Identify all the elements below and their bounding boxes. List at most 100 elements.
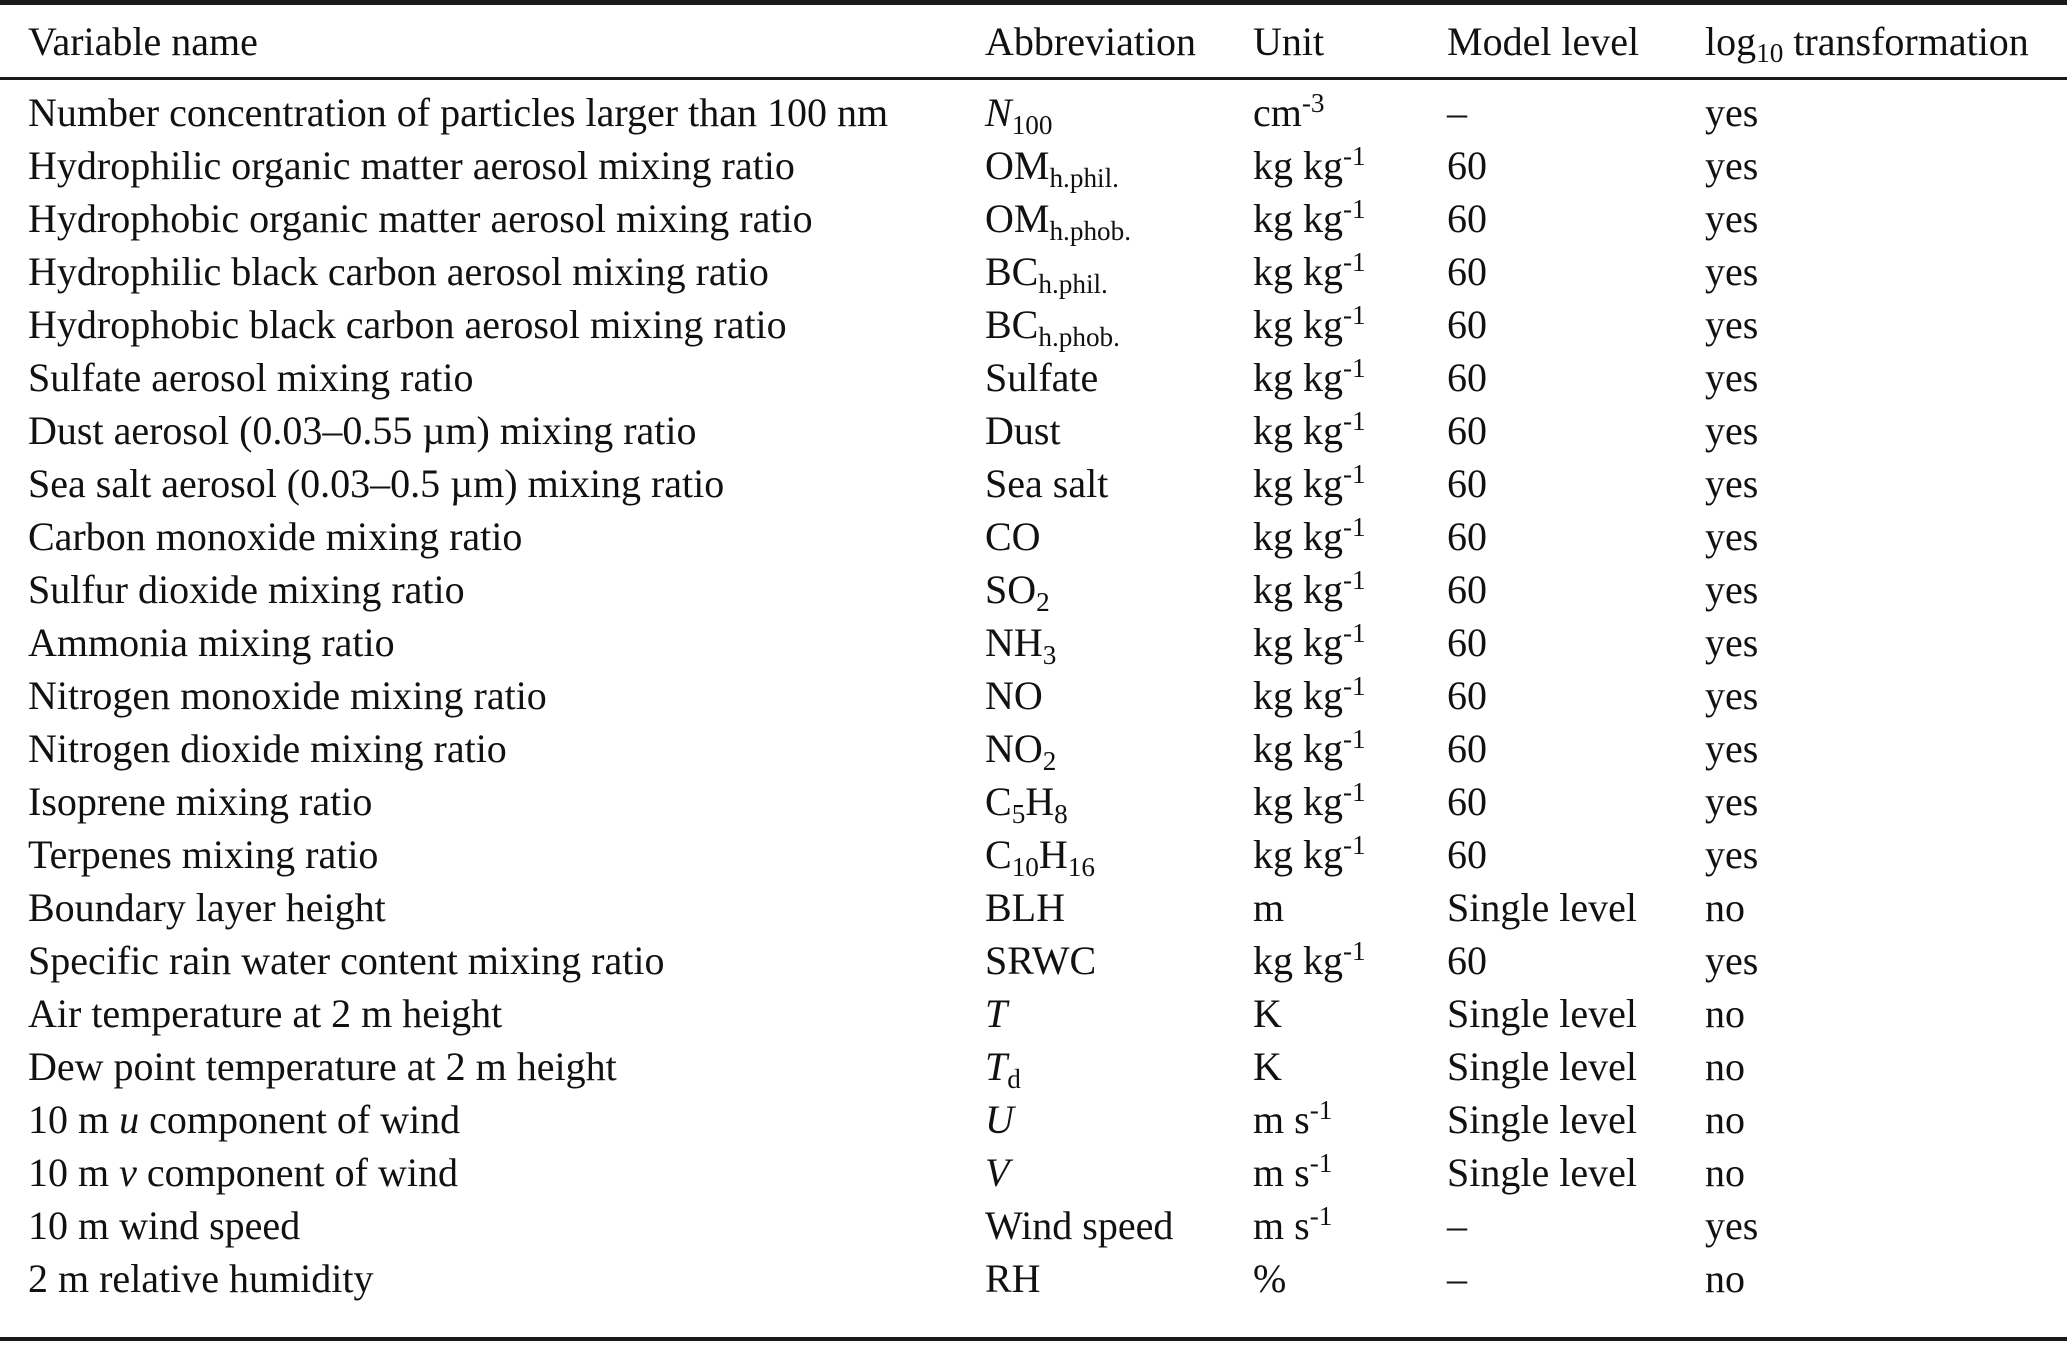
cell-abbreviation: BCh.phil. <box>985 249 1108 299</box>
column-header-log10: log10 transformation <box>1705 5 2067 80</box>
cell-log10: yes <box>1705 1203 1759 1248</box>
cell-log10: yes <box>1705 249 1759 294</box>
cell-unit: % <box>1253 1256 1287 1301</box>
cell-unit: kg kg-1 <box>1253 140 1366 188</box>
cell-log10: no <box>1705 885 1745 930</box>
cell-log10: yes <box>1705 567 1759 612</box>
cell-unit: m s-1 <box>1253 1094 1333 1142</box>
cell-abbreviation: Wind speed <box>985 1203 1174 1248</box>
cell-unit: m <box>1253 885 1285 930</box>
table-body: Number concentration of particles larger… <box>0 79 2067 1306</box>
cell-unit: K <box>1253 1044 1282 1089</box>
cell-abbreviation: BLH <box>985 885 1065 930</box>
cell-abbreviation: BCh.phob. <box>985 302 1120 352</box>
cell-abbreviation: SRWC <box>985 938 1097 983</box>
cell-unit: kg kg-1 <box>1253 723 1366 771</box>
cell-model_level: 60 <box>1447 832 1487 877</box>
cell-unit: kg kg-1 <box>1253 935 1366 983</box>
table-row: Sea salt aerosol (0.03–0.5 µm) mixing ra… <box>0 457 2067 510</box>
cell-variable: Number concentration of particles larger… <box>28 90 889 135</box>
cell-variable: Carbon monoxide mixing ratio <box>28 514 523 559</box>
cell-abbreviation: CO <box>985 514 1041 559</box>
cell-log10: yes <box>1705 302 1759 347</box>
table-row: Dew point temperature at 2 m height Td K Si… <box>0 1040 2067 1093</box>
cell-unit: kg kg-1 <box>1253 458 1366 506</box>
cell-log10: no <box>1705 1097 1745 1142</box>
cell-log10: yes <box>1705 620 1759 665</box>
cell-abbreviation: Sea salt <box>985 461 1109 506</box>
cell-unit: m s-1 <box>1253 1147 1333 1195</box>
table-row: Nitrogen monoxide mixing ratio NO kg kg-1 6… <box>0 669 2067 722</box>
variables-table: Variable name Abbreviation Unit Model level… <box>0 5 2067 1305</box>
cell-model_level: 60 <box>1447 249 1487 294</box>
table-row: 2 m relative humidity RH% – no <box>0 1252 2067 1305</box>
cell-variable: Ammonia mixing ratio <box>28 620 395 665</box>
cell-abbreviation: OMh.phob. <box>985 196 1132 246</box>
cell-variable: Air temperature at 2 m height <box>28 991 503 1036</box>
cell-log10: no <box>1705 1150 1745 1195</box>
cell-unit: kg kg-1 <box>1253 193 1366 241</box>
cell-model_level: 60 <box>1447 567 1487 612</box>
table-row: Isoprene mixing ratio C5H8 kg kg-1 60 yes <box>0 775 2067 828</box>
cell-log10: yes <box>1705 355 1759 400</box>
cell-unit: kg kg-1 <box>1253 776 1366 824</box>
cell-unit: kg kg-1 <box>1253 829 1366 877</box>
cell-abbreviation: Sulfate <box>985 355 1099 400</box>
cell-unit: kg kg-1 <box>1253 564 1366 612</box>
cell-unit: kg kg-1 <box>1253 299 1366 347</box>
cell-variable: Hydrophilic organic matter aerosol mixin… <box>28 143 795 188</box>
cell-abbreviation: U <box>985 1097 1014 1142</box>
cell-unit: kg kg-1 <box>1253 405 1366 453</box>
cell-variable: Isoprene mixing ratio <box>28 779 373 824</box>
cell-abbreviation: Td <box>985 1044 1021 1094</box>
table-row: Hydrophilic black carbon aerosol mixing … <box>0 245 2067 298</box>
cell-model_level: 60 <box>1447 302 1487 347</box>
cell-abbreviation: NO2 <box>985 726 1057 776</box>
cell-variable: Nitrogen dioxide mixing ratio <box>28 726 507 771</box>
cell-variable: Terpenes mixing ratio <box>28 832 379 877</box>
cell-model_level: Single level <box>1447 1150 1637 1195</box>
cell-abbreviation: NH3 <box>985 620 1057 670</box>
cell-log10: yes <box>1705 196 1759 241</box>
cell-model_level: 60 <box>1447 726 1487 771</box>
cell-model_level: – <box>1447 90 1467 135</box>
cell-model_level: 60 <box>1447 408 1487 453</box>
cell-log10: yes <box>1705 832 1759 877</box>
cell-variable: 2 m relative humidity <box>28 1256 374 1301</box>
cell-model_level: – <box>1447 1203 1467 1248</box>
cell-variable: 10 m wind speed <box>28 1203 301 1248</box>
header-row: Variable name Abbreviation Unit Model level… <box>0 5 2067 80</box>
cell-model_level: 60 <box>1447 779 1487 824</box>
cell-variable: Sulfur dioxide mixing ratio <box>28 567 465 612</box>
cell-log10: no <box>1705 1044 1745 1089</box>
cell-abbreviation: RH <box>985 1256 1041 1301</box>
cell-unit: kg kg-1 <box>1253 670 1366 718</box>
cell-variable: 10 m v component of wind <box>28 1150 458 1195</box>
cell-variable: Sea salt aerosol (0.03–0.5 µm) mixing ra… <box>28 461 725 506</box>
table-row: Terpenes mixing ratio C10H16 kg kg-1 60 yes <box>0 828 2067 881</box>
table-header: Variable name Abbreviation Unit Model level… <box>0 5 2067 80</box>
cell-variable: Hydrophobic black carbon aerosol mixing … <box>28 302 787 347</box>
table-row: Hydrophobic organic matter aerosol mixin… <box>0 192 2067 245</box>
cell-abbreviation: V <box>985 1150 1010 1195</box>
cell-log10: yes <box>1705 461 1759 506</box>
cell-log10: yes <box>1705 779 1759 824</box>
table-row: Hydrophobic black carbon aerosol mixing … <box>0 298 2067 351</box>
table-row: Dust aerosol (0.03–0.55 µm) mixing ratio… <box>0 404 2067 457</box>
table-row: Boundary layer height BLH m Single level no <box>0 881 2067 934</box>
cell-unit: K <box>1253 991 1282 1036</box>
cell-model_level: 60 <box>1447 938 1487 983</box>
cell-abbreviation: C10H16 <box>985 832 1095 882</box>
cell-model_level: Single level <box>1447 991 1637 1036</box>
cell-variable: Dew point temperature at 2 m height <box>28 1044 617 1089</box>
cell-variable: Specific rain water content mixing ratio <box>28 938 665 983</box>
cell-log10: no <box>1705 991 1745 1036</box>
table-row: Nitrogen dioxide mixing ratio NO2 kg kg-1 6… <box>0 722 2067 775</box>
table-row: Specific rain water content mixing ratio… <box>0 934 2067 987</box>
cell-log10: yes <box>1705 408 1759 453</box>
cell-unit: kg kg-1 <box>1253 511 1366 559</box>
cell-log10: yes <box>1705 143 1759 188</box>
cell-log10: no <box>1705 1256 1745 1301</box>
table-row: Carbon monoxide mixing ratio CO kg kg-1 60 y… <box>0 510 2067 563</box>
